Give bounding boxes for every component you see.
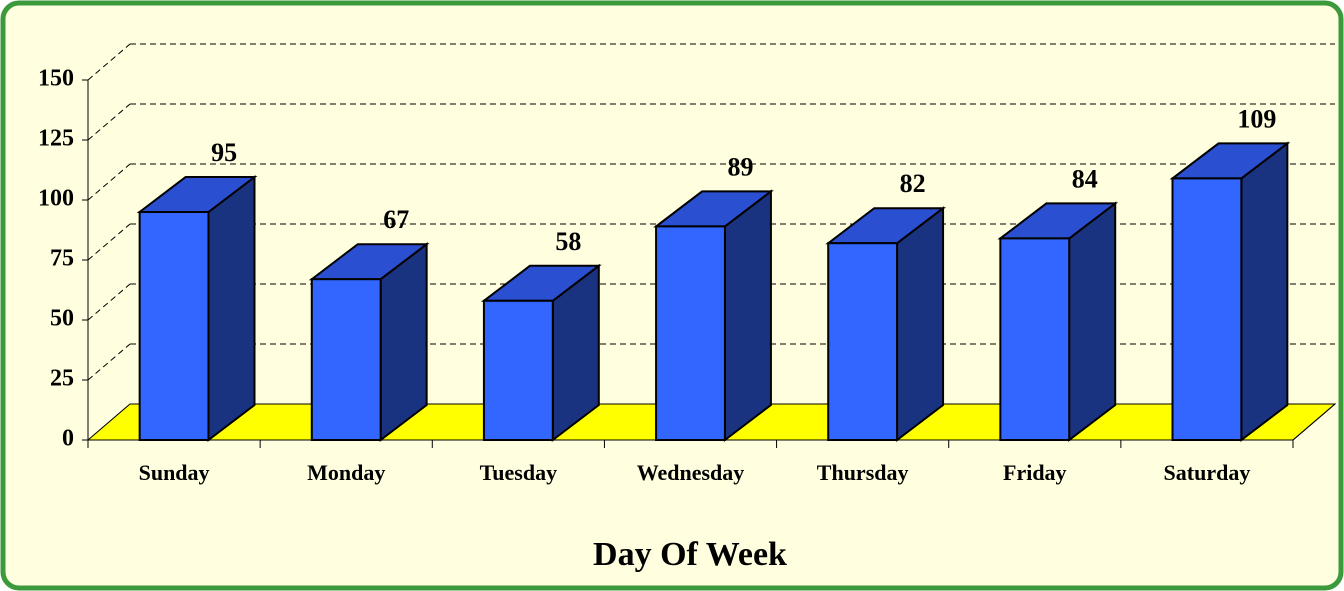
bar-side xyxy=(207,174,256,443)
bar xyxy=(999,237,1071,441)
bar-side xyxy=(1068,201,1117,443)
bar-side xyxy=(896,206,945,443)
bar xyxy=(655,225,726,441)
value-label: 95 xyxy=(211,138,237,167)
x-tick-label: Friday xyxy=(1003,460,1067,485)
bar xyxy=(138,211,210,441)
x-tick-label: Thursday xyxy=(817,460,909,485)
bar-side xyxy=(723,189,772,443)
value-label: 109 xyxy=(1237,104,1276,133)
y-tick-label: 25 xyxy=(50,366,74,392)
value-label: 84 xyxy=(1072,164,1098,193)
value-label: 58 xyxy=(555,227,581,256)
bar xyxy=(482,299,554,441)
value-label: 89 xyxy=(728,152,754,181)
bar xyxy=(827,242,899,441)
value-label: 67 xyxy=(383,205,409,234)
x-tick-label: Monday xyxy=(307,460,385,485)
y-tick-label: 150 xyxy=(38,66,74,92)
x-tick-label: Sunday xyxy=(139,460,210,485)
x-tick-label: Saturday xyxy=(1164,460,1251,485)
value-label: 82 xyxy=(900,169,926,198)
x-tick-label: Tuesday xyxy=(480,460,557,485)
y-tick-label: 75 xyxy=(50,246,74,272)
x-axis-title: Day Of Week xyxy=(593,536,787,573)
y-tick-label: 0 xyxy=(62,426,74,452)
y-tick-label: 100 xyxy=(38,186,74,212)
bar xyxy=(310,278,382,442)
x-tick-label: Wednesday xyxy=(637,460,745,485)
floor-edge xyxy=(1292,403,1336,441)
y-tick-label: 50 xyxy=(50,306,74,332)
bar-side xyxy=(1240,141,1289,443)
bar xyxy=(1171,177,1243,441)
y-tick-label: 125 xyxy=(38,126,74,152)
